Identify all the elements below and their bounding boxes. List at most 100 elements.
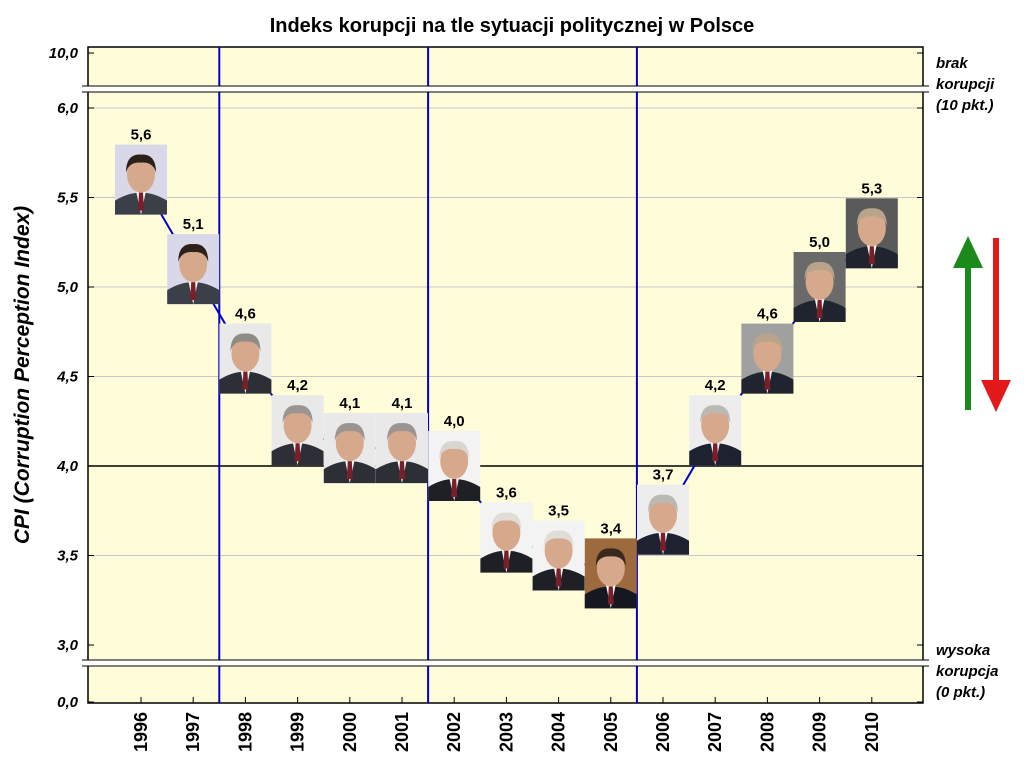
photo-hair [230,333,261,352]
data-labels: 5,6 5,1 4,6 4,2 4,1 4,1 4,0 3,6 3,5 3,4 3,7 4,2 4,6 5… [131,127,883,538]
photo-tie [346,461,353,480]
data-label: 4,6 [235,306,256,323]
x-tick-label: 2009 [810,712,830,752]
photo-face [127,156,155,193]
data-label: 4,2 [287,377,308,394]
x-tick-label: 2001 [392,712,412,752]
x-tick-label: 2003 [496,712,516,752]
data-label: 5,0 [809,234,830,251]
portrait-marker [167,234,220,305]
photo-face [544,532,573,569]
y-tick-label: 3,0 [57,637,79,654]
x-tick-label: 1996 [131,712,151,752]
photo-tie [294,443,301,462]
photo-face [805,264,834,300]
photo-face [492,514,521,551]
data-label: 4,1 [339,395,360,412]
portrait-marker [741,323,794,394]
portrait-marker [637,484,689,555]
photo-tie [764,371,771,390]
data-label: 4,6 [757,306,778,323]
photo-hair [387,423,417,442]
portrait-marker [428,431,481,501]
y-tick-label: 5,5 [57,190,79,207]
y-tick-label: 6,0 [57,100,79,117]
side-labels: brak korupcji (10 pkt.) wysoka korupcja (0 pk… [936,55,999,701]
side-label-bottom: (0 pkt.) [936,684,985,701]
photo-hair [126,154,156,173]
photo-face [283,407,312,444]
arrow-down-head [981,380,1011,412]
photo-tie [555,568,562,587]
photo-tie [816,300,823,318]
y-tick-label: 3,5 [57,548,79,565]
side-label-bottom: wysoka [936,642,990,659]
photo-tie [503,550,510,569]
government-dividers [218,47,638,703]
trend-arrows [953,236,1011,412]
photo-tie [399,461,405,480]
photo-hair [648,494,678,513]
photo-face [335,425,364,462]
x-tick-label: 2007 [705,712,725,752]
photo-tie [190,282,197,301]
photo-hair [804,261,835,280]
photo-tie [660,532,666,551]
portrait-marker [115,144,167,215]
photo-hair [543,530,574,549]
x-tick-label: 2002 [444,712,464,752]
portrait-marker [376,413,428,484]
portrait-marker [532,520,585,591]
plot-area [87,46,924,704]
y-tick-label: 5,0 [57,279,79,296]
side-label-top: brak [936,55,968,72]
portrait-marker [793,252,846,322]
data-label: 5,6 [131,127,152,144]
photo-face [857,210,886,247]
side-label-top: korupcji [936,76,995,93]
arrow-up-head [953,236,983,268]
photo-hair [178,244,209,263]
photo-tie [868,246,875,265]
y-axis: 3,0 3,5 4,0 4,5 5,0 5,5 6,0 10,0 0,0 [49,45,923,711]
photo-face [753,335,782,372]
x-tick-label: 1998 [235,712,255,752]
plot-background [87,46,924,704]
axis-break [82,86,929,92]
portrait-marker [845,198,898,269]
photo-tie [242,371,249,390]
y-tick-label: 4,5 [56,369,79,386]
photo-tie [712,443,719,462]
axis-break [82,660,929,666]
x-tick-label: 2000 [340,712,360,752]
photo-hair [752,333,783,352]
y-tick-label: 4,0 [56,458,79,475]
y-tick-label: 0,0 [57,694,79,711]
data-label: 5,1 [183,216,204,233]
data-label: 3,6 [496,485,517,502]
side-label-top: (10 pkt.) [936,97,994,114]
x-tick-label: 2006 [653,712,673,752]
photo-face [231,335,260,372]
portrait-marker [271,395,324,466]
photo-face [649,496,677,533]
data-label: 4,2 [705,377,726,394]
photo-hair [856,208,887,227]
side-label-bottom: korupcja [936,663,999,680]
portrait-marker [323,413,376,484]
photo-face [440,443,469,479]
portrait-marker [219,323,272,394]
data-label: 3,4 [600,520,622,537]
data-label: 3,5 [548,503,569,520]
data-label: 4,1 [392,395,413,412]
x-tick-label: 1999 [288,712,308,752]
data-label: 5,3 [861,180,882,197]
x-tick-label: 2004 [549,712,569,752]
y-tick-label: 10,0 [49,45,79,62]
x-tick-label: 2005 [601,712,621,752]
photo-tie [138,192,144,211]
photo-face [179,246,208,283]
photo-hair [491,512,522,531]
portrait-markers [115,144,898,609]
